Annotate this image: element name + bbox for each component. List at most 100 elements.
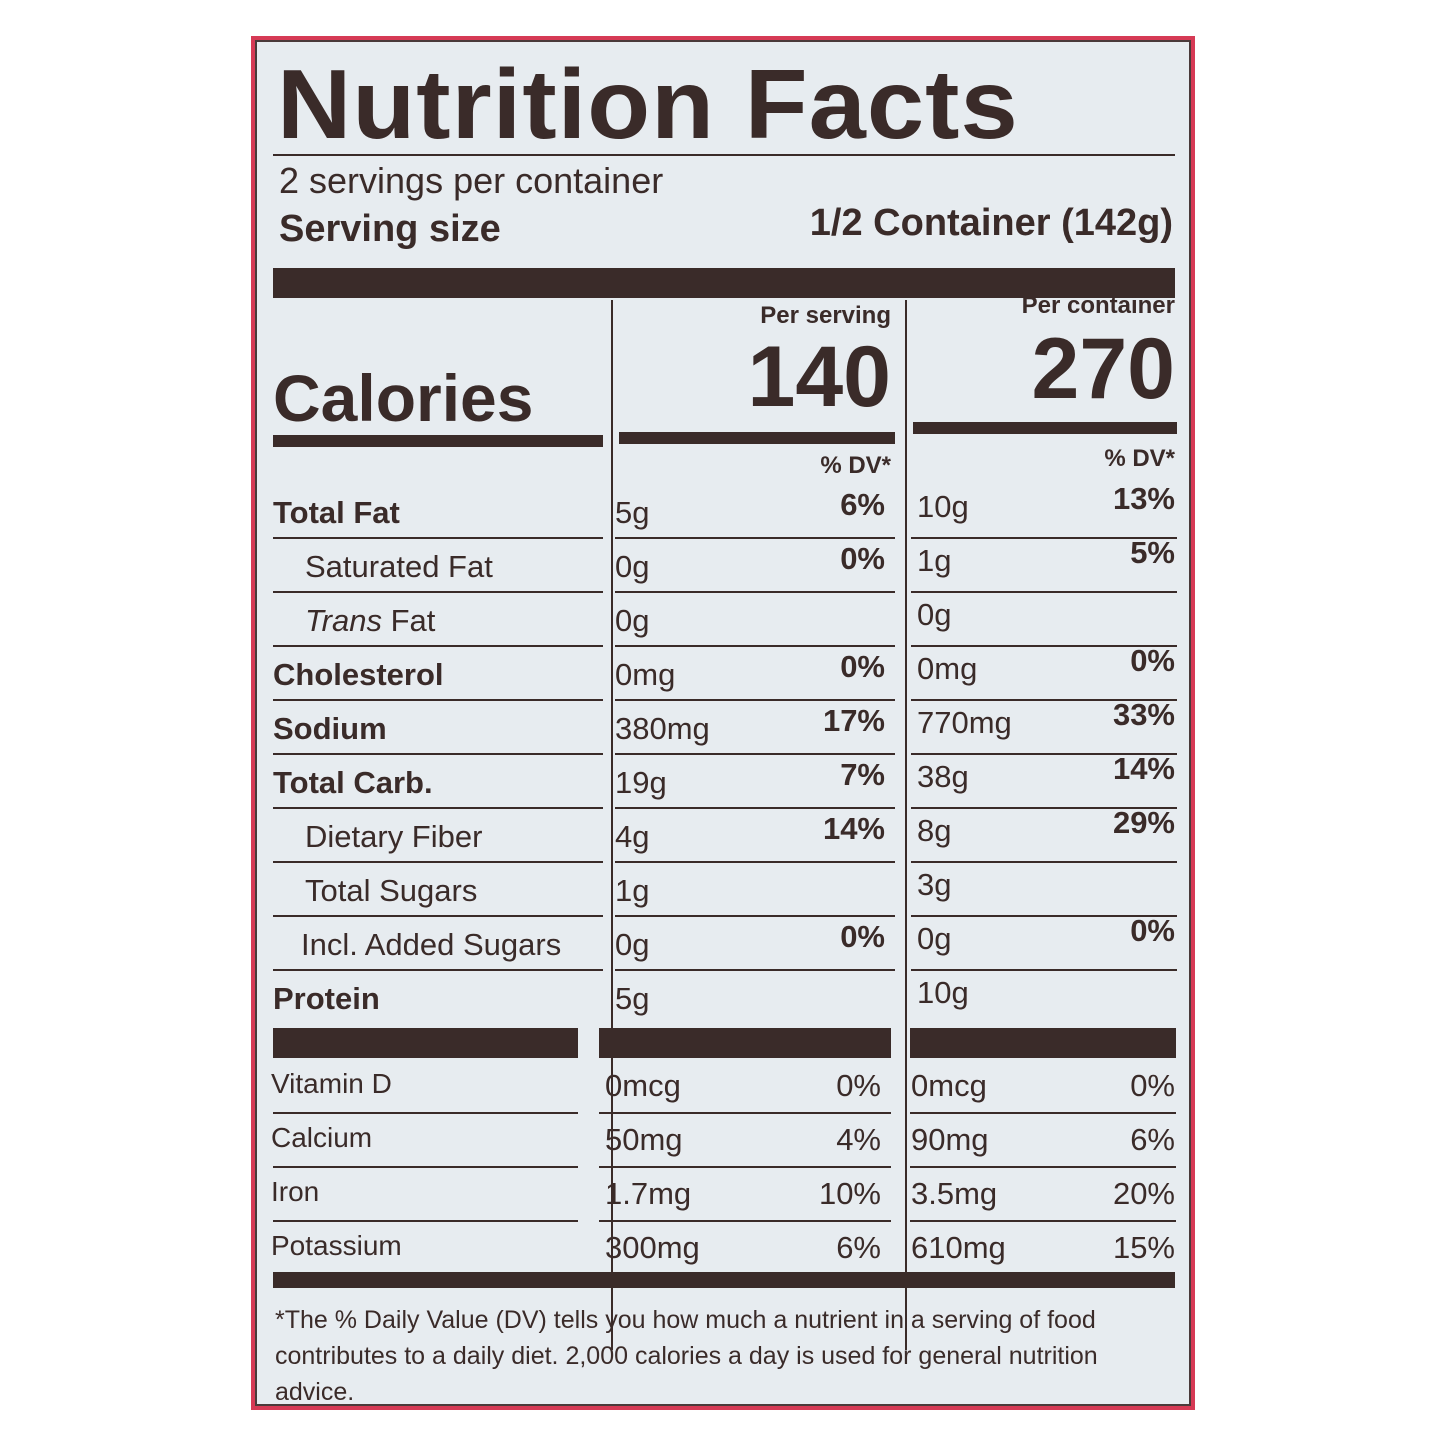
serving-amount: 0g bbox=[615, 603, 650, 638]
row-divider bbox=[911, 591, 1177, 593]
serving-amount: 5g bbox=[615, 495, 650, 530]
container-amount: 610mg bbox=[911, 1230, 1006, 1265]
row-divider bbox=[273, 915, 603, 917]
container-dv: 0% bbox=[1130, 1068, 1175, 1103]
container-dv: 33% bbox=[1112, 697, 1175, 732]
vitamin-name: Vitamin D bbox=[271, 1068, 392, 1099]
calories-rule bbox=[273, 435, 603, 447]
row-divider bbox=[273, 1112, 578, 1114]
row-divider bbox=[911, 861, 1177, 863]
thick-divider bbox=[273, 268, 1175, 298]
per-container-dv-header: % DV* bbox=[1104, 445, 1175, 472]
column-divider bbox=[611, 300, 613, 1350]
container-dv: 20% bbox=[1112, 1176, 1175, 1211]
thick-divider bbox=[910, 1028, 1176, 1058]
row-divider bbox=[273, 753, 603, 755]
row-divider bbox=[273, 699, 603, 701]
row-divider bbox=[910, 1112, 1176, 1114]
serving-dv: 4% bbox=[836, 1122, 881, 1157]
serving-amount: 0mg bbox=[615, 657, 676, 692]
thick-divider bbox=[273, 1272, 1175, 1288]
nutrient-name: Saturated Fat bbox=[305, 549, 493, 584]
per-serving-header: Per serving bbox=[760, 302, 891, 329]
container-amount: 8g bbox=[917, 813, 952, 848]
row-divider bbox=[273, 807, 603, 809]
row-divider bbox=[911, 969, 1177, 971]
container-amount: 3.5mg bbox=[911, 1176, 998, 1211]
calories-rule bbox=[619, 432, 895, 444]
container-dv: 13% bbox=[1112, 481, 1175, 516]
container-dv: 14% bbox=[1112, 751, 1175, 786]
container-amount: 0mg bbox=[917, 651, 978, 686]
container-amount: 0mcg bbox=[911, 1068, 987, 1103]
thick-divider bbox=[273, 1028, 578, 1058]
container-dv: 0% bbox=[1130, 913, 1175, 948]
nutrient-name: Total Carb. bbox=[273, 765, 433, 800]
row-divider bbox=[273, 591, 603, 593]
serving-dv: 0% bbox=[840, 919, 885, 954]
row-divider bbox=[911, 699, 1177, 701]
serving-dv: 0% bbox=[840, 541, 885, 576]
divider bbox=[273, 154, 1175, 156]
row-divider bbox=[599, 1220, 891, 1222]
serving-amount: 0g bbox=[615, 927, 650, 962]
per-serving-calories: 140 bbox=[747, 329, 892, 425]
vitamin-name: Iron bbox=[271, 1176, 320, 1207]
serving-amount: 5g bbox=[615, 981, 650, 1016]
container-amount: 90mg bbox=[911, 1122, 989, 1157]
row-divider bbox=[273, 1166, 578, 1168]
serving-amount: 1g bbox=[615, 873, 650, 908]
container-amount: 3g bbox=[917, 867, 952, 902]
serving-amount: 0mcg bbox=[605, 1068, 681, 1103]
row-divider bbox=[911, 807, 1177, 809]
serving-size-label: Serving size bbox=[279, 208, 501, 250]
row-divider bbox=[615, 699, 895, 701]
calories-label: Calories bbox=[273, 361, 534, 435]
vitamin-name: Calcium bbox=[271, 1122, 373, 1153]
serving-amount: 300mg bbox=[605, 1230, 700, 1265]
row-divider bbox=[615, 807, 895, 809]
row-divider bbox=[599, 1112, 891, 1114]
row-divider bbox=[615, 591, 895, 593]
label-title: Nutrition Facts bbox=[277, 49, 1019, 159]
container-dv: 15% bbox=[1112, 1230, 1175, 1265]
serving-dv: 6% bbox=[836, 1230, 881, 1265]
serving-dv: 0% bbox=[840, 649, 885, 684]
container-amount: 1g bbox=[917, 543, 952, 578]
serving-amount: 4g bbox=[615, 819, 650, 854]
servings-per-container: 2 servings per container bbox=[279, 160, 664, 201]
serving-amount: 0g bbox=[615, 549, 650, 584]
row-divider bbox=[615, 861, 895, 863]
serving-dv: 0% bbox=[836, 1068, 881, 1103]
nutrient-name: Trans Fat bbox=[305, 603, 435, 639]
per-container-header: Per container bbox=[1021, 292, 1175, 319]
row-divider bbox=[599, 1166, 891, 1168]
thick-divider bbox=[599, 1028, 891, 1058]
row-divider bbox=[615, 753, 895, 755]
row-divider bbox=[911, 915, 1177, 917]
container-amount: 770mg bbox=[917, 705, 1012, 740]
per-container-calories: 270 bbox=[1031, 321, 1176, 417]
container-dv: 5% bbox=[1130, 535, 1175, 570]
nutrient-name: Total Sugars bbox=[305, 873, 478, 908]
vitamin-name: Potassium bbox=[271, 1230, 402, 1261]
row-divider bbox=[273, 537, 603, 539]
row-divider bbox=[911, 753, 1177, 755]
row-divider bbox=[273, 645, 603, 647]
footnote: *The % Daily Value (DV) tells you how mu… bbox=[275, 1306, 1098, 1406]
serving-dv: 6% bbox=[840, 487, 885, 522]
container-dv: 29% bbox=[1112, 805, 1175, 840]
calories-rule bbox=[913, 422, 1177, 434]
nutrient-name-rest: Fat bbox=[381, 603, 436, 638]
serving-dv: 10% bbox=[818, 1176, 881, 1211]
serving-amount: 19g bbox=[615, 765, 667, 800]
serving-dv: 17% bbox=[822, 703, 885, 738]
container-dv: 0% bbox=[1130, 643, 1175, 678]
container-amount: 10g bbox=[917, 489, 969, 524]
nutrient-name: Cholesterol bbox=[273, 657, 444, 692]
column-divider bbox=[905, 300, 907, 1350]
row-divider bbox=[615, 537, 895, 539]
serving-amount: 380mg bbox=[615, 711, 710, 746]
row-divider bbox=[615, 915, 895, 917]
nutrient-name: Incl. Added Sugars bbox=[301, 927, 562, 962]
